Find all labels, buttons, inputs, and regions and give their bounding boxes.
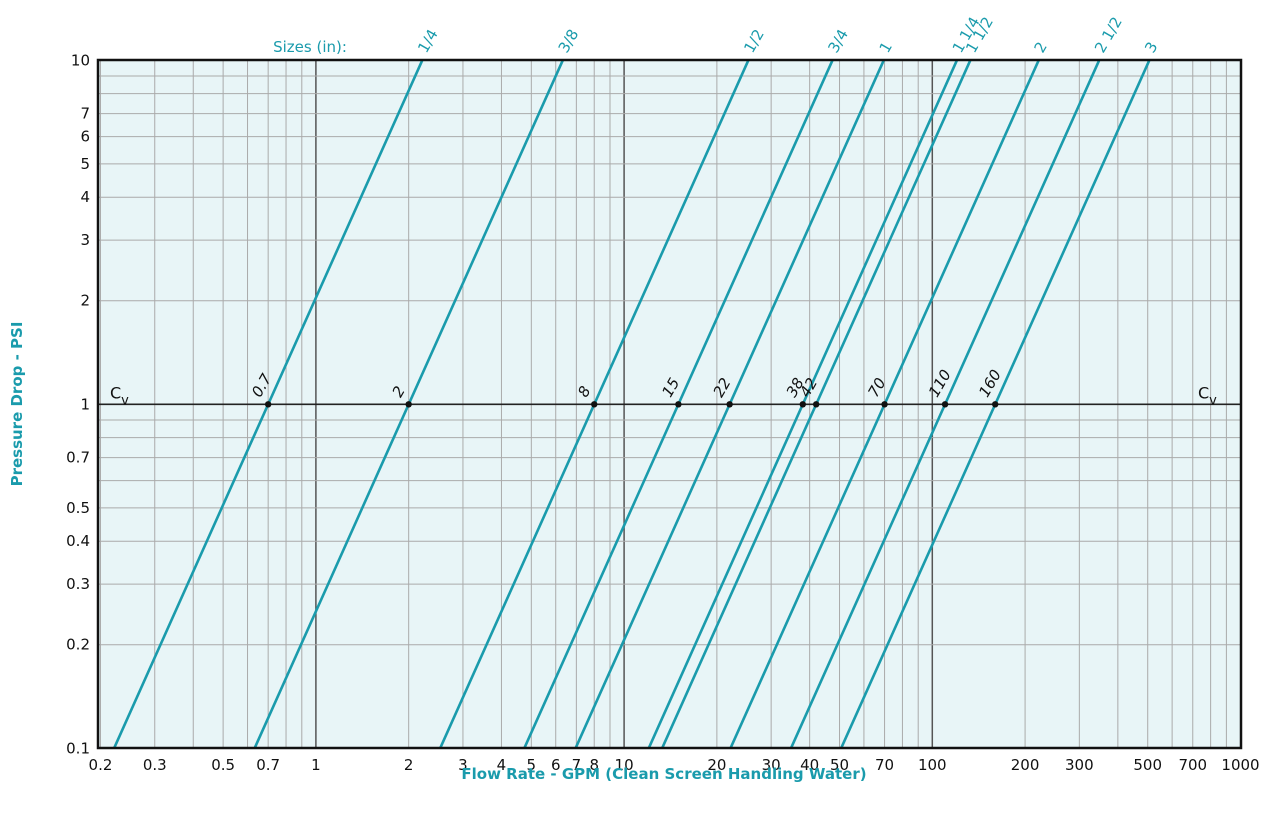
plot-border: [96, 58, 1243, 750]
x-tick-label: 1: [311, 756, 321, 774]
x-tick-label: 2: [404, 756, 414, 774]
x-tick-label: 30: [762, 756, 781, 774]
x-tick-label: 200: [1011, 756, 1040, 774]
x-tick-label: 10: [615, 756, 634, 774]
x-tick-label: 0.5: [211, 756, 235, 774]
x-tick-label: 70: [875, 756, 894, 774]
y-tick-label: 2: [80, 292, 90, 310]
y-tick-label: 10: [71, 51, 90, 69]
y-tick-label: 1: [80, 395, 90, 413]
size-label: 2 1/2: [1091, 14, 1126, 56]
y-tick-label: 7: [80, 105, 90, 123]
x-tick-label: 8: [589, 756, 599, 774]
x-tick-label: 1000: [1221, 756, 1259, 774]
cv-marker: [726, 401, 733, 408]
y-tick-label: 6: [80, 128, 90, 146]
x-tick-label: 50: [830, 756, 849, 774]
size-label: 2: [1031, 39, 1051, 56]
tick-labels: 0.2 0.3 0.5 0.7 1 2 3 4 5 6 7 8 10 20 30 40 50 70 100 200 30…: [66, 51, 1259, 774]
x-tick-label: 40: [800, 756, 819, 774]
cv-marker: [799, 401, 806, 408]
x-tick-label: 100: [918, 756, 947, 774]
y-tick-label: 3: [80, 231, 90, 249]
x-tick-label: 300: [1065, 756, 1094, 774]
plot-frame: [96, 58, 1243, 750]
x-tick-label: 0.2: [89, 756, 113, 774]
x-tick-label: 700: [1178, 756, 1207, 774]
size-label: 1/2: [740, 26, 768, 56]
x-tick-label: 500: [1133, 756, 1162, 774]
size-label: 3/8: [555, 26, 583, 56]
cv-marker: [992, 401, 999, 408]
size-label: 1/4: [414, 26, 442, 56]
cv-marker: [675, 401, 682, 408]
x-tick-label: 0.3: [143, 756, 167, 774]
size-label: 1: [876, 39, 896, 56]
cv-marker: [405, 401, 412, 408]
y-tick-label: 0.7: [66, 449, 90, 467]
size-label: 3/4: [824, 26, 852, 56]
x-tick-label: 4: [497, 756, 507, 774]
y-tick-label: 0.3: [66, 575, 90, 593]
cv-header-left: Cv: [110, 383, 129, 408]
y-axis-title: Pressure Drop - PSI: [8, 322, 26, 487]
cv-marker: [591, 401, 598, 408]
cv-marker: [941, 401, 949, 408]
x-tick-label: 3: [458, 756, 468, 774]
x-axis-title: Flow Rate - GPM (Clean Screen Handling W…: [461, 765, 866, 783]
size-label: 3: [1141, 39, 1161, 56]
series-lines: [112, 59, 1151, 749]
x-tick-label: 5: [527, 756, 537, 774]
y-tick-label: 0.2: [66, 636, 90, 654]
y-tick-label: 0.5: [66, 499, 90, 517]
y-tick-label: 0.1: [66, 739, 90, 757]
x-tick-label: 7: [572, 756, 582, 774]
y-tick-label: 4: [80, 188, 90, 206]
cv-marker: [881, 401, 888, 408]
sizes-header: Sizes (in):: [273, 38, 347, 56]
x-tick-label: 0.7: [256, 756, 280, 774]
x-tick-label: 6: [551, 756, 561, 774]
cv-marker: [812, 401, 820, 408]
x-tick-label: 20: [707, 756, 726, 774]
y-tick-label: 5: [80, 155, 90, 173]
cv-header-right: Cv: [1198, 383, 1217, 408]
cv-marker: [264, 401, 272, 408]
y-tick-label: 0.4: [66, 532, 90, 550]
